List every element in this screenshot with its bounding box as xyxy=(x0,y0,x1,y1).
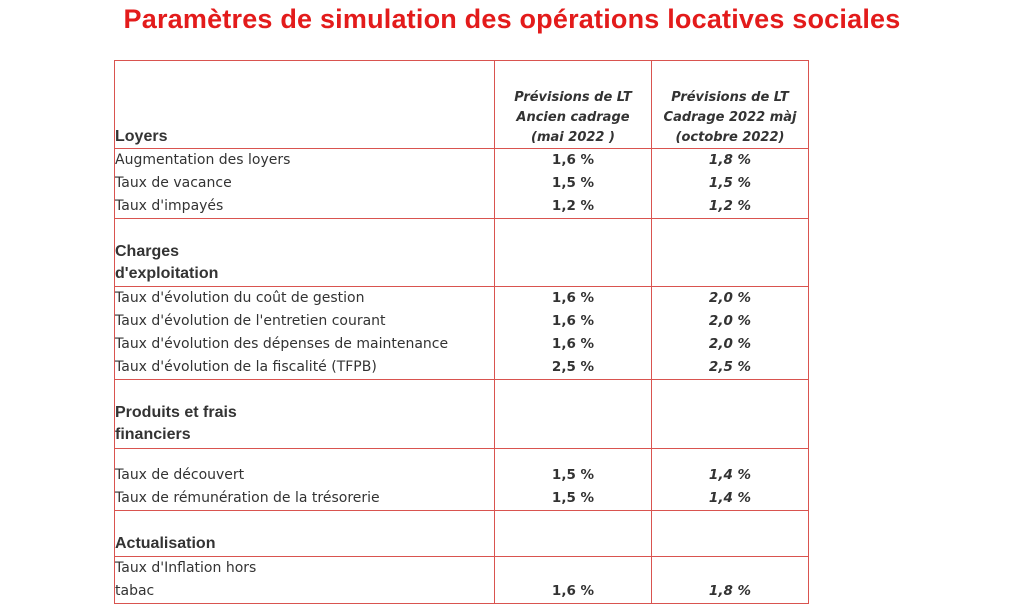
header-empty-cell xyxy=(114,60,495,126)
value-cadrage: 1,8 % xyxy=(651,556,809,604)
row-label: Taux d'impayés xyxy=(114,195,495,219)
empty-cell xyxy=(494,218,652,287)
value-cadrage: 1,5 % xyxy=(651,172,809,195)
section-title-actualisation: Actualisation xyxy=(114,510,495,557)
table-row: Taux d'Inflation hors tabac 1,6 % 1,8 % xyxy=(114,556,809,604)
value-ancien: 1,6 % xyxy=(494,310,652,333)
row-label: Taux d'évolution des dépenses de mainten… xyxy=(114,333,495,356)
table-row: Taux d'impayés 1,2 % 1,2 % xyxy=(114,195,809,219)
table-row: Taux de découvert 1,5 % 1,4 % xyxy=(114,448,809,487)
column-header-line: (octobre 2022) xyxy=(675,130,785,145)
column-header-line: Prévisions de LT xyxy=(671,90,789,105)
value-ancien: 1,6 % xyxy=(494,556,652,604)
value-cadrage: 1,8 % xyxy=(651,148,809,172)
value-ancien: 1,5 % xyxy=(494,172,652,195)
value-ancien: 1,2 % xyxy=(494,195,652,219)
value-cadrage: 2,0 % xyxy=(651,286,809,310)
section-title-produits: Produits et frais financiers xyxy=(114,379,495,449)
value-cadrage: 1,4 % xyxy=(651,448,809,487)
empty-cell xyxy=(651,379,809,449)
row-label: Taux d'évolution de l'entretien courant xyxy=(114,310,495,333)
column-header-line: Cadrage 2022 màj xyxy=(663,110,797,125)
row-label-line: Taux d'Inflation hors xyxy=(115,560,257,576)
row-label: Taux de vacance xyxy=(114,172,495,195)
page-title: Paramètres de simulation des opérations … xyxy=(123,4,901,34)
value-cadrage: 2,0 % xyxy=(651,333,809,356)
row-label: Taux d'évolution du coût de gestion xyxy=(114,286,495,310)
column-header-line: (mai 2022 ) xyxy=(531,130,615,145)
section-title-line: Charges xyxy=(115,243,180,260)
value-cadrage: 1,2 % xyxy=(651,195,809,219)
empty-cell xyxy=(494,379,652,449)
row-label: Taux d'évolution de la fiscalité (TFPB) xyxy=(114,356,495,380)
value-cadrage: 2,5 % xyxy=(651,356,809,380)
row-label: Augmentation des loyers xyxy=(114,148,495,172)
parameters-table: Prévisions de LT Ancien cadrage (mai 202… xyxy=(114,60,809,604)
column-header-line: Prévisions de LT xyxy=(514,90,632,105)
table-row: Taux de vacance 1,5 % 1,5 % xyxy=(114,172,809,195)
column-header-cadrage-2022: Prévisions de LT Cadrage 2022 màj (octob… xyxy=(651,60,809,149)
row-label: Taux de rémunération de la trésorerie xyxy=(114,487,495,511)
section-title-line: financiers xyxy=(115,426,191,443)
table-row: Augmentation des loyers 1,6 % 1,8 % xyxy=(114,148,809,172)
empty-cell xyxy=(651,510,809,557)
value-ancien: 1,5 % xyxy=(494,487,652,511)
section-title-line: Produits et frais xyxy=(115,404,237,421)
empty-cell xyxy=(651,218,809,287)
value-cadrage: 2,0 % xyxy=(651,310,809,333)
section-title-row: Actualisation xyxy=(114,510,809,557)
section-title-line: d'exploitation xyxy=(115,265,219,282)
row-label: Taux de découvert xyxy=(114,448,495,487)
section-title-row: Charges d'exploitation xyxy=(114,218,809,287)
value-ancien: 2,5 % xyxy=(494,356,652,380)
row-label-line: tabac xyxy=(115,583,155,599)
section-title-charges: Charges d'exploitation xyxy=(114,218,495,287)
row-label: Taux d'Inflation hors tabac xyxy=(114,556,495,604)
section-title-row: Loyers xyxy=(114,126,809,149)
table-row: Taux d'évolution de la fiscalité (TFPB) … xyxy=(114,356,809,380)
value-ancien: 1,6 % xyxy=(494,286,652,310)
table-row: Taux d'évolution du coût de gestion 1,6 … xyxy=(114,286,809,310)
value-ancien: 1,6 % xyxy=(494,333,652,356)
section-title-loyers: Loyers xyxy=(114,126,495,149)
table-row: Taux de rémunération de la trésorerie 1,… xyxy=(114,487,809,511)
value-ancien: 1,5 % xyxy=(494,448,652,487)
table-row: Taux d'évolution des dépenses de mainten… xyxy=(114,333,809,356)
value-ancien: 1,6 % xyxy=(494,148,652,172)
column-header-ancien: Prévisions de LT Ancien cadrage (mai 202… xyxy=(494,60,652,149)
column-header-line: Ancien cadrage xyxy=(516,110,630,125)
table-row: Taux d'évolution de l'entretien courant … xyxy=(114,310,809,333)
empty-cell xyxy=(494,510,652,557)
table-header-row: Prévisions de LT Ancien cadrage (mai 202… xyxy=(114,60,809,149)
section-title-row: Produits et frais financiers xyxy=(114,379,809,449)
value-cadrage: 1,4 % xyxy=(651,487,809,511)
